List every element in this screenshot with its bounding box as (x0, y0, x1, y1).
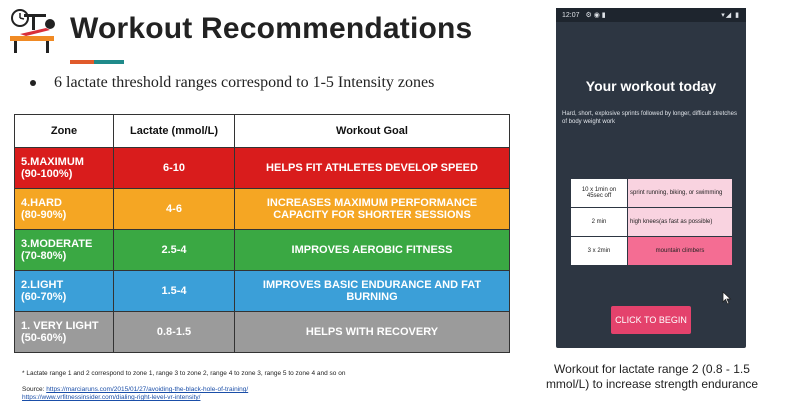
lactate-cell: 0.8-1.5 (113, 311, 235, 353)
table-row: 4.HARD (80-90%) 4-6 INCREASES MAXIMUM PER… (14, 188, 510, 230)
table-row: 5.MAXIMUM (90-100%) 6-10 HELPS FIT ATHLET… (14, 147, 510, 189)
zone-cell: 5.MAXIMUM (90-100%) (14, 147, 114, 189)
source-link-2[interactable]: https://www.vrfitnessinsider.com/dialing… (22, 394, 201, 401)
lactate-cell: 1.5-4 (113, 270, 235, 312)
mouse-cursor-icon (722, 291, 732, 305)
click-to-begin-button[interactable]: CLICK TO BEGIN (611, 306, 691, 334)
zone-cell: 1. VERY LIGHT (50-60%) (14, 311, 114, 353)
lactate-cell: 2.5-4 (113, 229, 235, 271)
workout-description: Hard, short, explosive sprints followed … (562, 111, 737, 125)
status-icons-left: ⚙ ◉ ▮ (585, 12, 606, 19)
table-row: 1. VERY LIGHT (50-60%) 0.8-1.5 HELPS WITH… (14, 311, 510, 353)
workout-duration: 2 min (570, 207, 628, 237)
footnote: * Lactate range 1 and 2 correspond to zo… (22, 370, 346, 377)
zone-cell: 3.MODERATE (70-80%) (14, 229, 114, 271)
header-goal: Workout Goal (234, 114, 510, 148)
workout-row: 10 x 1min on 45sec off sprint running, bi… (570, 178, 733, 208)
goal-cell: HELPS FIT ATHLETES DEVELOP SPEED (234, 147, 510, 189)
source-block: Source: https://marciaruns.com/2015/01/2… (22, 386, 248, 402)
workout-row: 2 min high knees(as fast as possible) (570, 207, 733, 237)
zone-cell: 4.HARD (80-90%) (14, 188, 114, 230)
source-link-1[interactable]: https://marciaruns.com/2015/01/27/avoidi… (46, 386, 249, 393)
table-header-row: Zone Lactate (mmol/L) Workout Goal (14, 114, 510, 148)
workout-person-icon (10, 9, 55, 53)
phone-screen: 12:07 ⚙ ◉ ▮ ▾◢ ▮ Your workout today Hard… (556, 8, 746, 348)
lactate-cell: 6-10 (113, 147, 235, 189)
workout-duration: 3 x 2min (570, 236, 628, 266)
status-icons-right: ▾◢ ▮ (721, 12, 740, 19)
goal-cell: IMPROVES BASIC ENDURANCE AND FAT BURNING (234, 270, 510, 312)
table-row: 3.MODERATE (70-80%) 2.5-4 IMPROVES AEROBI… (14, 229, 510, 271)
source-label: Source: (22, 386, 45, 393)
header-zone: Zone (14, 114, 114, 148)
goal-cell: INCREASES MAXIMUM PERFORMANCE CAPACITY FO… (234, 188, 510, 230)
phone-caption: Workout for lactate range 2 (0.8 - 1.5 mm… (545, 362, 759, 391)
workout-activity: high knees(as fast as possible) (627, 207, 733, 237)
workout-activity: mountain climbers (627, 236, 733, 266)
table-row: 2.LIGHT (60-70%) 1.5-4 IMPROVES BASIC END… (14, 270, 510, 312)
header-lactate: Lactate (mmol/L) (113, 114, 235, 148)
title-accent-orange (70, 60, 94, 64)
bullet-point: 6 lactate threshold ranges correspond to… (30, 74, 434, 92)
workout-row: 3 x 2min mountain climbers (570, 236, 733, 266)
workout-title: Your workout today (585, 78, 717, 94)
status-bar: 12:07 ⚙ ◉ ▮ ▾◢ ▮ (556, 8, 746, 22)
workout-activity: sprint running, biking, or swimming (627, 178, 733, 208)
lactate-cell: 4-6 (113, 188, 235, 230)
zone-cell: 2.LIGHT (60-70%) (14, 270, 114, 312)
workout-table: 10 x 1min on 45sec off sprint running, bi… (570, 178, 733, 266)
bullet-dot (30, 80, 36, 87)
title-accent-teal (94, 60, 124, 64)
zones-table: Zone Lactate (mmol/L) Workout Goal 5.MAX… (14, 114, 510, 353)
goal-cell: IMPROVES AEROBIC FITNESS (234, 229, 510, 271)
status-time: 12:07 (562, 11, 580, 19)
bullet-text: 6 lactate threshold ranges correspond to… (54, 74, 435, 91)
workout-duration: 10 x 1min on 45sec off (570, 178, 628, 208)
goal-cell: HELPS WITH RECOVERY (234, 311, 510, 353)
page-title: Workout Recommendations (70, 12, 473, 45)
